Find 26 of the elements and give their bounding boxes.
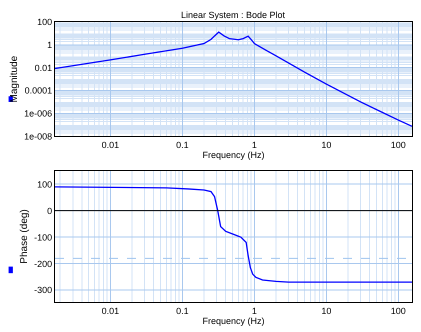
y-tick-label: -100 <box>34 232 52 242</box>
y-tick-label: 0.01 <box>34 62 52 73</box>
y-tick-label: 0 <box>47 206 52 216</box>
x-tick-label: 0.1 <box>176 306 189 316</box>
y-tick-label: 1e-006 <box>24 108 52 119</box>
y-tick-label: 100 <box>37 179 52 190</box>
y-tick-label: 1e-008 <box>24 131 52 142</box>
text: Magnitude <box>9 55 20 102</box>
y-tick-label: 100 <box>37 17 52 28</box>
x-tick-label: 0.01 <box>102 306 120 316</box>
y-tick-label: -300 <box>34 285 52 296</box>
x-axis-title: Frequency (Hz) <box>202 316 265 326</box>
y-tick-label: 0.0001 <box>24 86 52 96</box>
chart-title: Linear System : Bode Plot <box>181 10 286 20</box>
y-tick-label: 1 <box>47 40 52 50</box>
x-tick-label: 0.01 <box>102 140 120 150</box>
y-tick-label: -200 <box>34 258 52 269</box>
text: Phase (deg) <box>19 209 30 264</box>
x-tick-label: 1 <box>252 140 257 150</box>
x-tick-label: 10 <box>321 306 332 316</box>
x-axis-title: Frequency (Hz) <box>202 150 265 160</box>
x-tick-label: 10 <box>321 140 332 150</box>
x-tick-label: 0.1 <box>176 140 189 150</box>
x-tick-label: 100 <box>390 306 406 316</box>
x-tick-label: 100 <box>390 140 406 150</box>
x-tick-label: 1 <box>252 306 257 316</box>
